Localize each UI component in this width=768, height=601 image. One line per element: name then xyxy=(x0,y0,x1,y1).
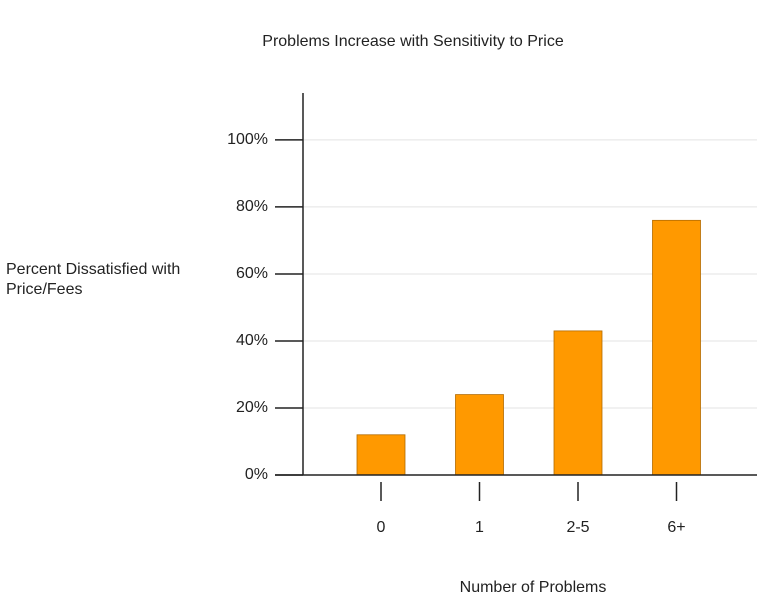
x-axis-label: Number of Problems xyxy=(460,579,607,596)
bar xyxy=(652,219,701,476)
y-tick-label: 80% xyxy=(236,198,268,215)
y-tick-label: 20% xyxy=(236,399,268,416)
y-tick-label: 0% xyxy=(245,466,268,483)
y-tick-label: 40% xyxy=(236,332,268,349)
y-tick-label: 100% xyxy=(227,131,268,148)
chart-title: Problems Increase with Sensitivity to Pr… xyxy=(262,33,564,50)
x-tick-label: 6+ xyxy=(667,519,685,536)
x-tick-label: 1 xyxy=(475,519,484,536)
bar xyxy=(356,434,406,476)
bar xyxy=(553,330,603,476)
y-tick-label: 60% xyxy=(236,265,268,282)
x-tick-label: 2-5 xyxy=(566,519,589,536)
bar xyxy=(455,394,504,476)
x-tick-label: 0 xyxy=(377,519,386,536)
y-axis-label: Percent Dissatisfied with Price/Fees xyxy=(6,261,181,298)
